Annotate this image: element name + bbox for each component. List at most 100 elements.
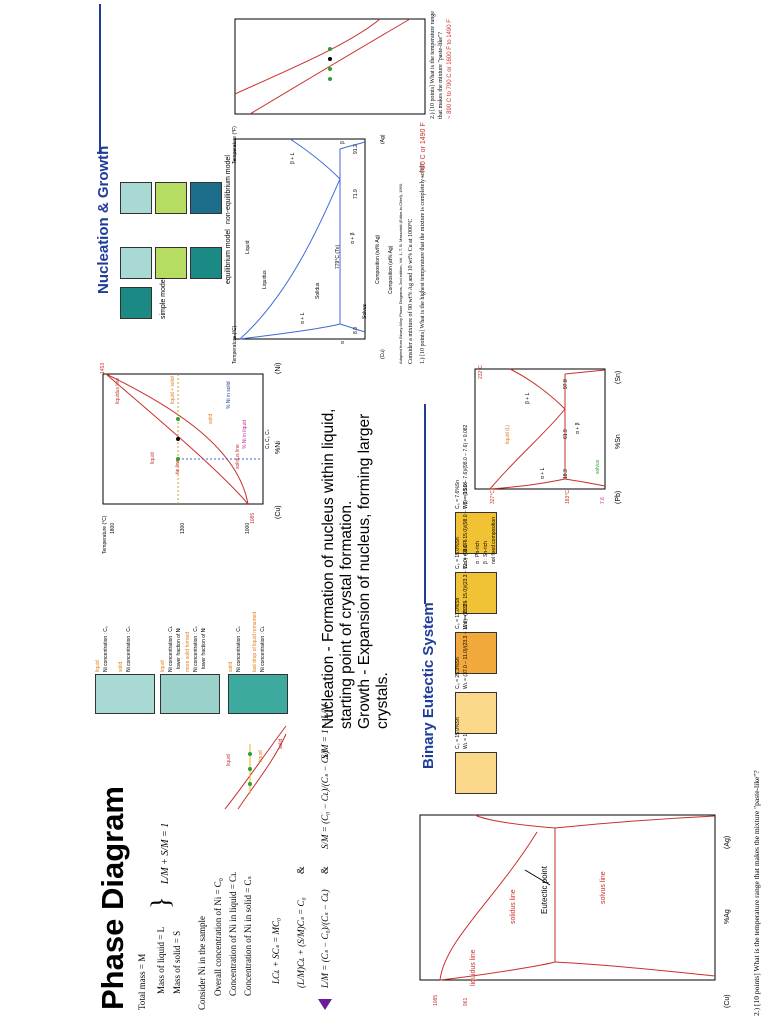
equation-1: LCʟ + SCₛ = MC₀ [271, 917, 281, 984]
t961: 961 [463, 997, 469, 1006]
s1-d: Ni concentration : Cₛ [126, 626, 132, 672]
pb-sn-ab: α + β [575, 422, 581, 434]
cu-ag2-c719: 71.9 [353, 189, 359, 199]
s2-a: liquid [160, 660, 166, 672]
ng-neq-box-2 [155, 182, 187, 214]
consider-heading: Consider Ni in the sample [197, 916, 207, 1010]
ampersand-1: & [296, 866, 307, 874]
cu-ag-solidus-label: solidus line [510, 889, 517, 924]
liquid-concentration: Concentration of Ni in liquid = Cʟ [228, 872, 238, 996]
s3-d: Ni concentration : Cʟ [260, 626, 266, 672]
cu-ag2-q2b: that makes the mixture "paste-like"? [438, 31, 444, 119]
sum-equation: L/M + S/M = 1 [160, 822, 171, 884]
cu-ni-phase-diagram [102, 373, 264, 505]
equation-3: L/M = (Cₛ − C₀)/(Cₛ − Cʟ) [320, 889, 330, 988]
cu-ag2-alpha: α [340, 341, 346, 344]
ng-underline [99, 4, 101, 154]
cu-ag2-bl: β + L [290, 152, 296, 164]
pb-sn-t327: 327°C [490, 490, 496, 504]
cu-ag2-ab: α + β [350, 232, 356, 244]
s1-c: solid [118, 661, 124, 672]
pb-sn-c183: 18.3 [563, 469, 569, 479]
cu-ag2-q2a: 2.) [10 points] What is the temperature … [430, 11, 436, 119]
binary-row-1-w: Wʟ = 1 [463, 733, 469, 749]
cu-ag2-liquidus: Liquidus [262, 270, 268, 289]
cu-ag2-t779: 779°C (Tᴇ) [335, 244, 341, 269]
bottom-question: 2.) [10 points] What is the temperature … [752, 770, 761, 1016]
s3-a: solid [228, 661, 234, 672]
cu-ni-liquid: liquid [150, 452, 156, 464]
s2-b: Ni concentration : Cʟ [168, 626, 174, 672]
pb-sn-legend-a: α : Pb-rich [475, 541, 481, 564]
cu-ag2-a2: ~ 890 C to 790 C or 1600 F to 1490 F [447, 19, 453, 119]
left-solvus [554, 961, 716, 977]
cu-ag2-c912: 91.2 [353, 144, 359, 154]
cu-ni-tie: tie line [175, 459, 181, 474]
pb-sn-diagram [474, 368, 606, 490]
pb-sn-xleft: (Pb) [615, 490, 622, 504]
stage-3-box [228, 674, 288, 714]
s2-e: Ni concentration : Cₛ [193, 626, 199, 672]
cu-ag2-source: Adapted from Binary Alloy Phase Diagrams… [398, 182, 403, 364]
cu-ag2-xlabel: Composition (wt% Ag) [375, 234, 381, 284]
y1800: 1800 [110, 522, 116, 534]
y1300: 1300 [180, 522, 186, 534]
overall-concentration: Overall concentration of Ni = C₀ [213, 878, 223, 996]
binary-box-2 [455, 692, 497, 734]
s2-c: lower fraction of Ni [176, 627, 182, 669]
cu-ag2-al: α + L [300, 312, 306, 324]
binary-box-1 [455, 752, 497, 794]
binary-box-3 [455, 632, 497, 674]
right-solvus [554, 815, 716, 829]
s3-c: last drop of liquid remained [252, 611, 258, 672]
stage-2-box [160, 674, 220, 714]
binary-underline [424, 404, 426, 604]
s2-f: lower fraction of Ni [201, 627, 207, 669]
mini-solid-label: solid [278, 738, 284, 749]
nuc-line-2: starting point of crystal formation. [338, 500, 355, 729]
pb-sn-xright: (Sn) [615, 370, 622, 384]
stage-1-box [95, 674, 155, 714]
mini-diagram [224, 725, 287, 810]
arrow-icon [318, 999, 332, 1010]
binary-row-3-c: C₀ = 11.0%Sn [455, 597, 461, 629]
cu-ag-liquidus-label: liquidus line [470, 949, 477, 986]
s1-a: liquid [95, 660, 101, 672]
ni-solid: % Ni in solid [226, 381, 232, 409]
s1-b: Ni concentration : C₀ [103, 626, 109, 672]
cu-ag-solvus-label: solvus line [600, 871, 607, 904]
cu-ag2-a1: ~ 790 C or 1490 F [420, 122, 427, 179]
mass-liquid-text: Mass of liquid = L [156, 926, 166, 994]
cu-ag-frame [419, 814, 716, 981]
binary-row-5-w: Wβ = (15.0 − 7.6)/(98.0 − 7.6) = 0.082 [463, 424, 469, 509]
ampersand-2: & [320, 866, 331, 874]
pb-sn-solvus: solvus [595, 459, 601, 474]
pb-sn-liquid: liquid (L) [505, 424, 511, 444]
binary-row-2-c: C₀ = 25.3%Sn [455, 657, 461, 689]
cu-ag2-xlabel2: Composition (at% Ag) [388, 245, 394, 294]
binary-row-1-c: C₀ = 15.0%Sn [455, 717, 461, 749]
y1000: 1000 [245, 522, 251, 534]
ng-eq-box-3 [190, 247, 222, 279]
cu-ag-xmid: %Ag [724, 909, 731, 924]
total-mass-text: Total mass = M [137, 953, 147, 1010]
cu-ag2-c80: 8.0 [353, 327, 359, 334]
nuc-line-4: crystals. [374, 672, 391, 729]
binary-heading: Binary Eutectic System [420, 602, 437, 769]
ng-heading: Nucleation & Growth [95, 145, 112, 294]
ng-neq-box-1 [120, 182, 152, 214]
cu-ni-cl: Cʟ C₀ Cₛ [265, 429, 271, 449]
cu-ag-detailed-diagram [234, 138, 366, 340]
binary-row-4-c: C₀ = 15.0%Sn [455, 537, 461, 569]
equation-2: (L/M)Cʟ + (S/M)Cₛ = C₀ [296, 897, 306, 988]
cu-ni-xleft: (Cu) [275, 505, 282, 519]
bracket: } [146, 896, 175, 909]
pb-sn-xmid: %Sn [615, 434, 622, 449]
eutectic-arrow [524, 869, 551, 886]
cu-ag2-liquid: Liquid [245, 240, 251, 254]
cu-ni-ylabel: Temperature (°C) [102, 515, 108, 554]
cu-ag2-xleft: (Cu) [380, 349, 386, 359]
pb-sn-legend-b: β : Sn-rich [483, 541, 489, 564]
eutectic-point-label: Eutectic point [540, 865, 549, 914]
